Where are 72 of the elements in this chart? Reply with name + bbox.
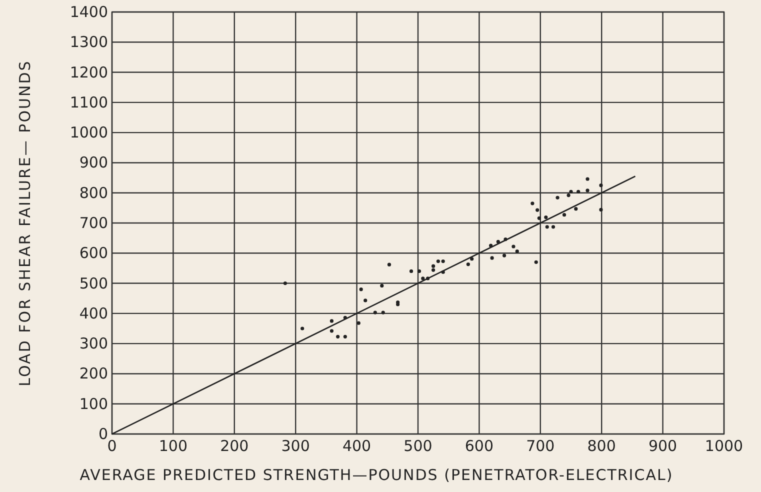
point xyxy=(599,184,603,188)
x-tick-label: 700 xyxy=(526,437,555,455)
point xyxy=(576,190,580,194)
point xyxy=(432,268,436,272)
point xyxy=(496,240,500,244)
point xyxy=(421,276,425,280)
point xyxy=(515,250,519,254)
y-tick-label: 900 xyxy=(79,154,108,172)
point xyxy=(551,225,556,229)
point xyxy=(387,262,392,266)
x-tick-label: 600 xyxy=(464,437,494,455)
point xyxy=(409,269,414,274)
y-tick-label: 700 xyxy=(79,214,108,232)
point xyxy=(530,202,534,206)
point xyxy=(396,302,400,306)
point xyxy=(300,326,304,330)
point xyxy=(470,257,474,261)
y-tick-label: 300 xyxy=(79,334,108,353)
point xyxy=(373,310,377,314)
y-tick-label: 500 xyxy=(79,274,108,292)
point xyxy=(343,334,347,338)
x-tick-label: 200 xyxy=(220,437,249,455)
y-tick-label: 1400 xyxy=(70,3,108,21)
point xyxy=(502,254,506,258)
point xyxy=(359,288,363,292)
x-tick-label: 900 xyxy=(648,437,678,455)
point xyxy=(562,213,566,217)
point xyxy=(441,259,445,264)
point xyxy=(556,196,560,200)
y-tick-label: 800 xyxy=(79,184,108,202)
point xyxy=(330,329,334,333)
point xyxy=(417,269,422,274)
x-tick-label: 1000 xyxy=(704,437,744,455)
x-tick-label: 800 xyxy=(587,437,616,455)
point xyxy=(537,216,541,220)
y-tick-label: 0 xyxy=(98,425,108,443)
point xyxy=(336,334,340,338)
point xyxy=(536,208,540,212)
x-tick-label: 300 xyxy=(281,437,310,455)
y-tick-label: 1200 xyxy=(70,63,108,82)
point xyxy=(586,177,590,181)
point xyxy=(599,208,603,212)
y-tick-label: 200 xyxy=(79,364,108,383)
point xyxy=(586,188,590,192)
y-tick-label: 600 xyxy=(79,244,108,262)
point xyxy=(574,207,578,211)
point xyxy=(380,284,384,288)
point xyxy=(512,244,516,248)
x-tick-label: 100 xyxy=(158,437,188,455)
point xyxy=(569,190,573,194)
x-tick-label: 400 xyxy=(342,437,372,455)
point xyxy=(432,264,436,268)
x-axis-title: AVERAGE PREDICTED STRENGTH—POUNDS (PENETRATOR-ELECTRICAL) xyxy=(80,466,674,484)
point xyxy=(356,321,360,325)
y-tick-label: 1000 xyxy=(70,124,108,142)
y-tick-label: 1100 xyxy=(70,93,108,112)
y-tick-label: 400 xyxy=(79,304,108,322)
point xyxy=(364,298,368,302)
y-axis-title: LOAD FOR SHEAR FAILURE— POUNDS xyxy=(16,60,34,386)
point xyxy=(545,225,549,229)
point xyxy=(283,281,287,286)
point xyxy=(330,319,334,323)
y-tick-label: 100 xyxy=(79,394,108,413)
point xyxy=(544,215,548,220)
point xyxy=(490,256,494,260)
point xyxy=(381,310,385,314)
point xyxy=(534,260,538,264)
x-tick-label: 500 xyxy=(404,437,432,455)
point xyxy=(436,259,440,264)
point xyxy=(466,262,470,266)
point xyxy=(566,193,570,198)
y-tick-label: 1300 xyxy=(70,33,108,52)
